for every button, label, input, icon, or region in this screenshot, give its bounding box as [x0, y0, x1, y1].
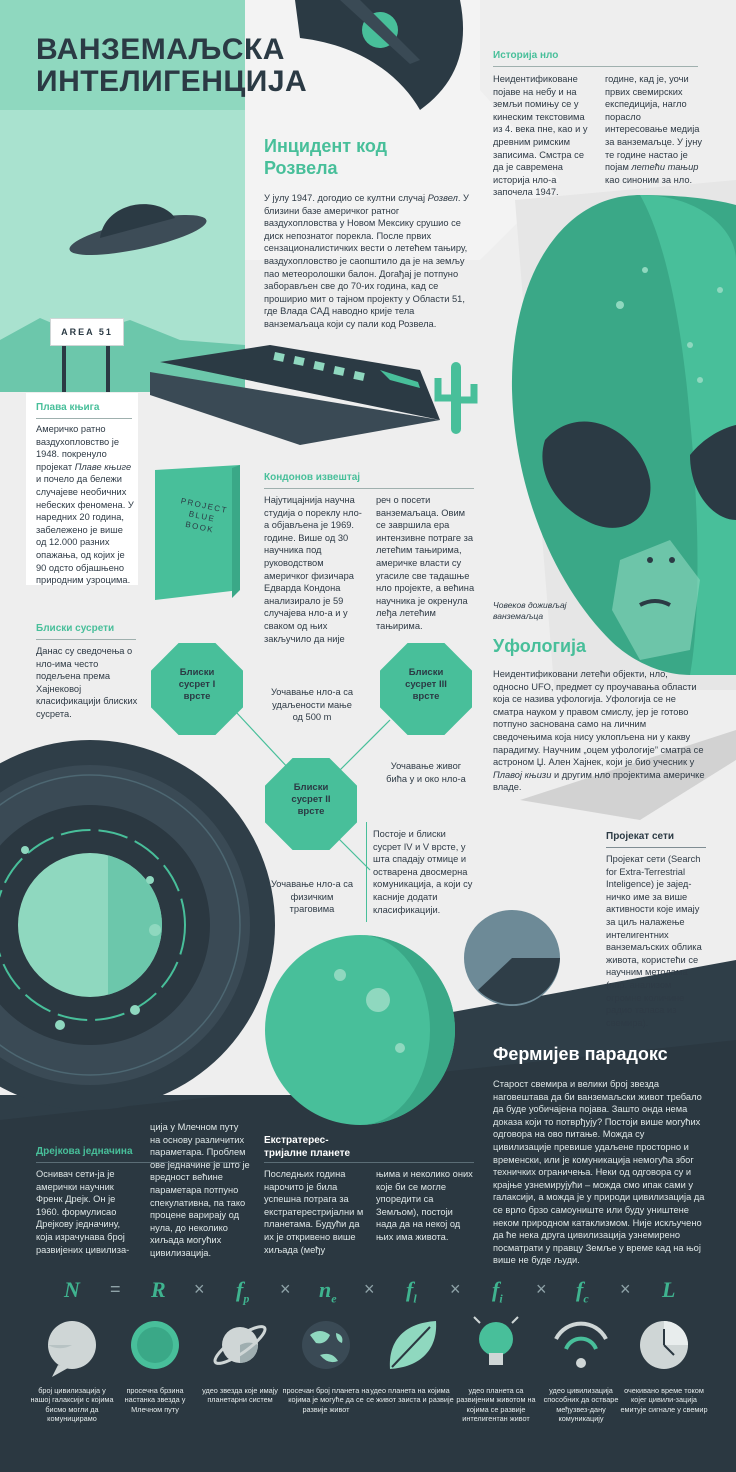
- close-text: Данас су сведочења о нло-има често подељ…: [36, 646, 138, 719]
- encounter-45-box: Постоје и блиски сусрет IV и V врсте, у …: [366, 822, 473, 923]
- drake-heading: Дрејкова једначина: [36, 1146, 133, 1157]
- big-saucer-icon: [150, 345, 440, 445]
- roswell-heading: Инцидент код Розвела: [264, 136, 388, 178]
- star-icon: [131, 1321, 179, 1369]
- eq-symbol-fp: fp: [236, 1277, 250, 1306]
- bluebook-card: [26, 393, 138, 585]
- striped-planet-icon: [464, 910, 560, 1006]
- eq-symbol-L: L: [662, 1277, 676, 1302]
- eq-label-R: просечна брзина настанка звезда у Млечно…: [124, 1386, 186, 1414]
- alien-caption: Човеков доживљај ванземаљца: [493, 600, 567, 621]
- saturn-planet-icon: [213, 1325, 267, 1365]
- eq-symbol-R: R: [151, 1277, 166, 1302]
- fermi-text: Старост свемира и велики број звезда наг…: [493, 1079, 705, 1266]
- encounter-3-desc: Уочавање живог бића у и око нло-а: [386, 761, 466, 784]
- eq-op-times: ×: [536, 1279, 547, 1299]
- green-planet-icon: [265, 935, 455, 1125]
- cactus-icon: [434, 362, 478, 434]
- radar-disc-icon: [0, 740, 275, 1110]
- seti-heading: Пројекат сети: [606, 831, 675, 842]
- encounter-45-desc: Постоје и блиски сусрет IV и V врсте, у …: [373, 829, 473, 915]
- encounter-3-octagon: [380, 643, 472, 735]
- exo-divider: [264, 1162, 474, 1163]
- eq-op-times: ×: [450, 1279, 461, 1299]
- flying-saucer-icon: [69, 204, 207, 255]
- close-heading: Блиски сусрети: [36, 623, 115, 634]
- bluebook-text: Америчко ратно ваздухопловство је 1948. …: [36, 424, 134, 586]
- close-divider: [36, 639, 136, 640]
- encounter-2-desc: Уочавање нло-а са физичким траговима: [270, 879, 354, 915]
- eq-label-ne: просечан број планета на којима је могућ…: [282, 1386, 370, 1414]
- eq-symbol-fc: fc: [576, 1277, 589, 1306]
- eq-label-N: број цивилизација у нашој галаксији с ко…: [30, 1386, 114, 1424]
- eq-label-fi: удео планета са развијеним животом на ко…: [456, 1386, 536, 1424]
- radio-signal-icon: [554, 1321, 608, 1368]
- alien-head-icon: [511, 195, 736, 675]
- eq-label-fc: удео цивилизација способних да остваре м…: [543, 1386, 619, 1424]
- eq-symbol-fi: fi: [492, 1277, 503, 1306]
- eq-label-fp: удео звезда које имају планетарни систем: [202, 1386, 278, 1405]
- bluebook-divider: [36, 418, 132, 419]
- encounter-2-label: Блиски сусрет II врсте: [291, 782, 331, 817]
- history-col2: године, кад је, уочи првих свемирских ек…: [605, 74, 703, 185]
- drake-col1: Оснивач сети-ја је амерички научник Френ…: [36, 1169, 130, 1255]
- page-title: ВАНЗЕМАЉСКА ИНТЕЛИГЕНЦИЈА: [36, 33, 308, 98]
- eq-op-equals: =: [110, 1279, 121, 1299]
- exo-col1: Последњих година нарочито је била успешн…: [264, 1169, 364, 1255]
- exo-col2: њима и неколико оних које би се могле уп…: [376, 1169, 473, 1242]
- eq-label-L: очекивано време током којег цивили-зациј…: [620, 1386, 708, 1414]
- area51-sign: AREA 51: [50, 318, 124, 346]
- encounter-3-label: Блиски сусрет III врсте: [405, 667, 447, 702]
- clock-icon: [640, 1321, 688, 1369]
- drake-col2: ција у Млечном путу на основу различитих…: [150, 1122, 250, 1258]
- condon-divider: [264, 488, 474, 489]
- leaf-icon: [389, 1321, 437, 1369]
- condon-col1: Најутицајнија научна студија о пореклу н…: [264, 495, 362, 644]
- encounter-1-octagon: [151, 643, 243, 735]
- lightbulb-icon: [473, 1316, 519, 1365]
- exo-heading: Екстратерес- тријалне планете: [264, 1135, 351, 1159]
- speech-bubble-icon: [48, 1321, 96, 1377]
- eq-symbol-ne: ne: [319, 1277, 337, 1306]
- eq-symbol-N: N: [64, 1277, 80, 1302]
- condon-heading: Кондонов извештај: [264, 472, 361, 483]
- encounter-2-octagon: [265, 758, 357, 850]
- bluebook-heading: Плава књига: [36, 402, 100, 413]
- history-heading: Историја нло: [493, 50, 559, 61]
- eq-op-times: ×: [280, 1279, 291, 1299]
- crescent-moon-icon: [295, 0, 464, 110]
- eq-op-times: ×: [364, 1279, 375, 1299]
- equation-icons: [48, 1316, 688, 1377]
- eq-label-fl: удео планета на којима се живот заиста и…: [366, 1386, 454, 1405]
- ufology-heading: Уфологија: [493, 636, 587, 656]
- roswell-text: У јулу 1947. догодио се култни случај Ро…: [264, 193, 469, 329]
- eq-op-times: ×: [194, 1279, 205, 1299]
- earth-globe-icon: [302, 1321, 350, 1369]
- seti-text: Пројекат сети (Search for Extra-Terrestr…: [606, 854, 702, 1028]
- history-divider: [493, 66, 698, 67]
- encounter-1-desc: Уочавање нло-а са удаљености мање од 500…: [270, 687, 354, 723]
- eq-op-times: ×: [620, 1279, 631, 1299]
- blue-book-icon: [155, 465, 240, 600]
- drake-divider: [36, 1162, 241, 1163]
- seti-divider: [606, 847, 706, 848]
- history-col1: Неидентификоване појаве на небу и на зем…: [493, 74, 588, 198]
- ufology-text: Неидентификовани летећи објекти, нло, од…: [493, 669, 705, 793]
- fermi-heading: Фермијев парадокс: [493, 1044, 668, 1064]
- condon-col2: реч о посети ванземаљаца. Овим се заврши…: [376, 495, 475, 631]
- eq-symbol-fl: fl: [406, 1277, 417, 1306]
